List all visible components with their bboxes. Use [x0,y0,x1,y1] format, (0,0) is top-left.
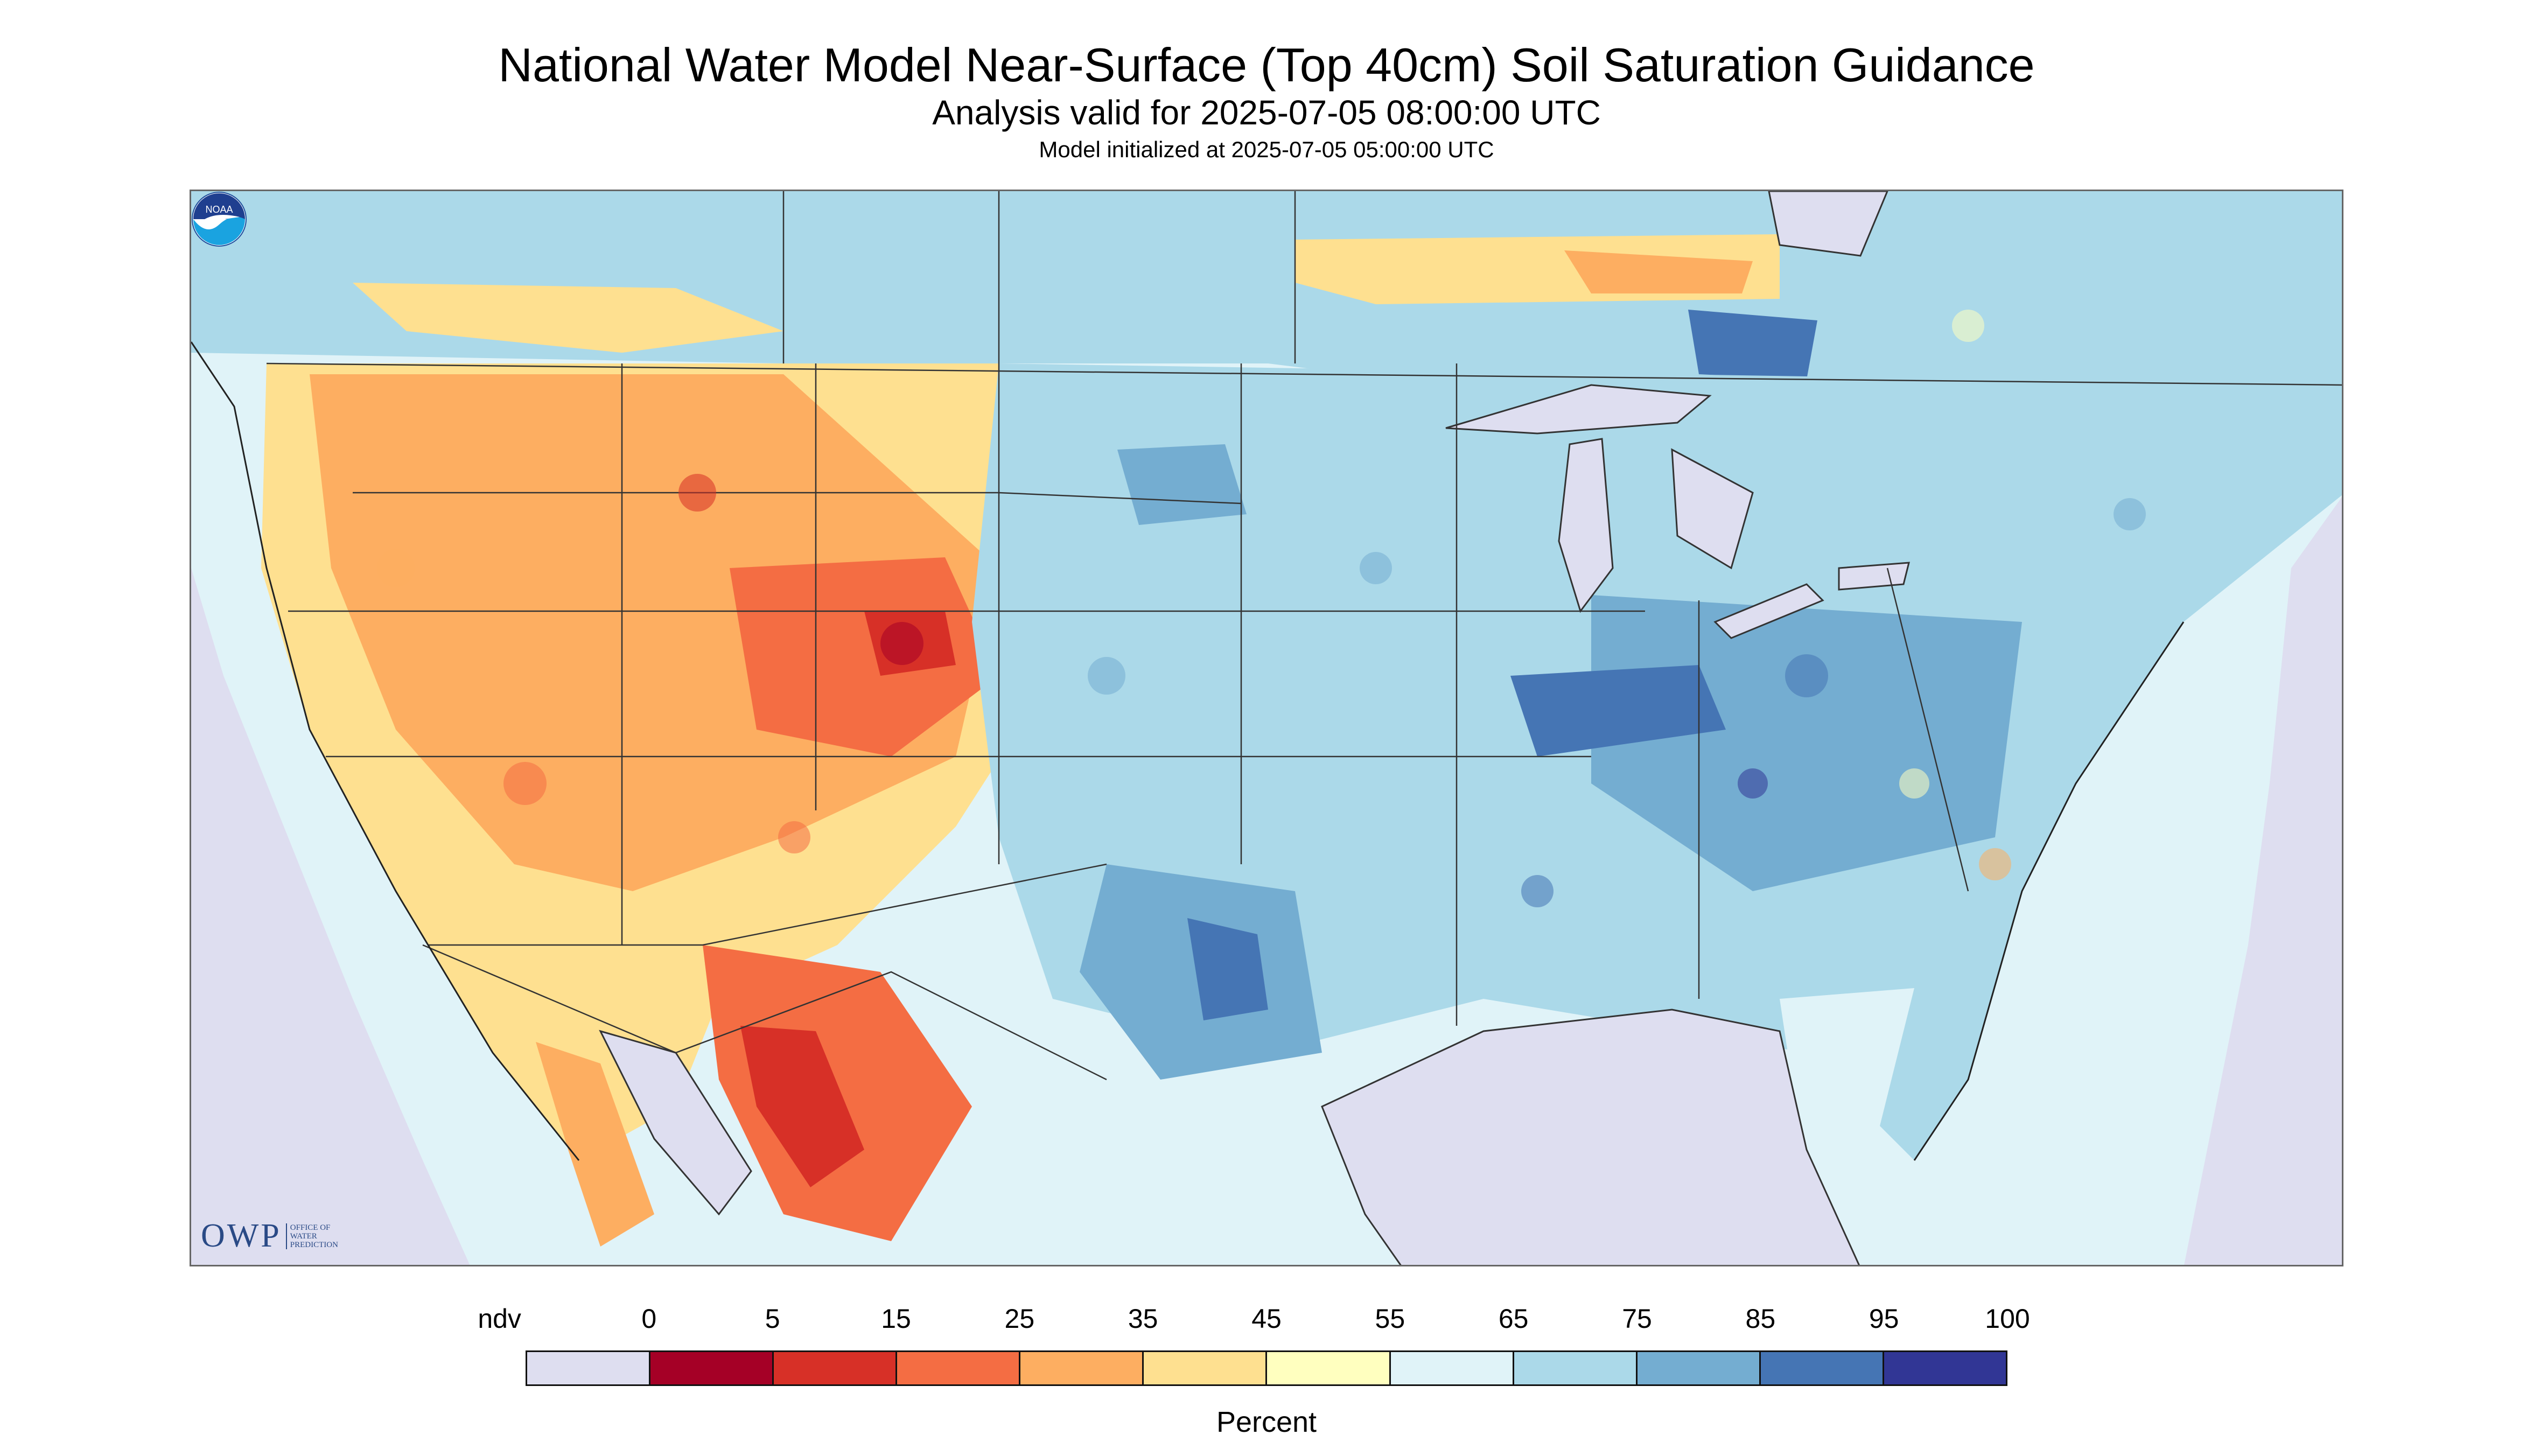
legend-swatch [650,1352,774,1384]
legend-tick-label: 5 [765,1304,780,1334]
legend-tick-label: 75 [1622,1304,1652,1334]
lake-michigan [1558,438,1614,613]
hudson-bay-nodata [1768,191,1888,257]
legend-tick-label: 95 [1869,1304,1899,1334]
legend-swatch [1267,1352,1391,1384]
owp-logo: OWP OFFICE OF WATER PREDICTION [201,1217,338,1255]
owp-logo-text: OFFICE OF WATER PREDICTION [285,1223,338,1249]
legend-tick-label: 100 [1985,1304,2030,1334]
lake-superior [1445,384,1712,435]
soil-saturation-map: OWP OFFICE OF WATER PREDICTION NOAA [190,190,2343,1266]
legend-tick-label: 65 [1498,1304,1529,1334]
legend-swatch [1390,1352,1514,1384]
map-title: National Water Model Near-Surface (Top 4… [498,38,2035,92]
legend-tick-label: 0 [641,1304,657,1334]
region-texas-saturated [1187,918,1268,1020]
legend-color-bar [526,1350,2007,1386]
svg-text:NOAA: NOAA [205,204,233,215]
legend-tick-label: 55 [1375,1304,1405,1334]
region-florida-moist [1780,988,1914,1187]
color-legend: ndv 0 5 15 25 35 45 55 65 75 85 95 100 [478,1303,2030,1386]
region-west-dryish [310,374,999,891]
region-mexico-very-dry [740,1026,864,1187]
region-canada-wet [1688,310,1817,380]
map-texture [377,310,2146,907]
noaa-logo: NOAA [192,192,247,247]
legend-swatch [1760,1352,1884,1384]
legend-tick-label: 25 [1004,1304,1035,1334]
legend-tick-labels: ndv 0 5 15 25 35 45 55 65 75 85 95 100 [478,1303,2030,1341]
legend-unit-label: Percent [1216,1406,1317,1438]
region-baja-dry [536,1042,654,1247]
lake-erie [1713,583,1824,639]
analysis-valid-time: Analysis valid for 2025-07-05 08:00:00 U… [932,93,1601,132]
legend-swatch [774,1352,898,1384]
political-boundaries [266,191,2342,1081]
region-canada-dry-core [1564,250,1753,293]
legend-tick-label: 15 [881,1304,911,1334]
coastlines [191,341,2185,1161]
region-iowa-saturated [1117,444,1247,525]
legend-swatch [1884,1352,2006,1384]
legend-swatch [1637,1352,1761,1384]
legend-swatch [1514,1352,1638,1384]
region-rockies-dry [730,557,999,757]
legend-swatch [1020,1352,1144,1384]
legend-swatch [527,1352,651,1384]
lake-huron [1671,448,1754,570]
model-init-time: Model initialized at 2025-07-05 05:00:00… [1039,137,1494,162]
legend-tick-label: 45 [1251,1304,1282,1334]
region-midwest-saturated [1510,665,1726,757]
gulf-of-mexico [1321,1009,1860,1265]
legend-tick-label: 35 [1128,1304,1158,1334]
gulf-of-california [599,1030,752,1216]
pacific-ocean [191,568,470,1265]
legend-tick-label: 85 [1745,1304,1776,1334]
region-canada-dry-west [353,283,783,353]
atlantic-ocean [2184,497,2342,1265]
legend-tick-label: ndv [478,1304,521,1334]
map-canvas [191,191,2342,1265]
owp-logo-mark: OWP [201,1217,282,1254]
legend-swatch [897,1352,1021,1384]
legend-swatch [1144,1352,1268,1384]
